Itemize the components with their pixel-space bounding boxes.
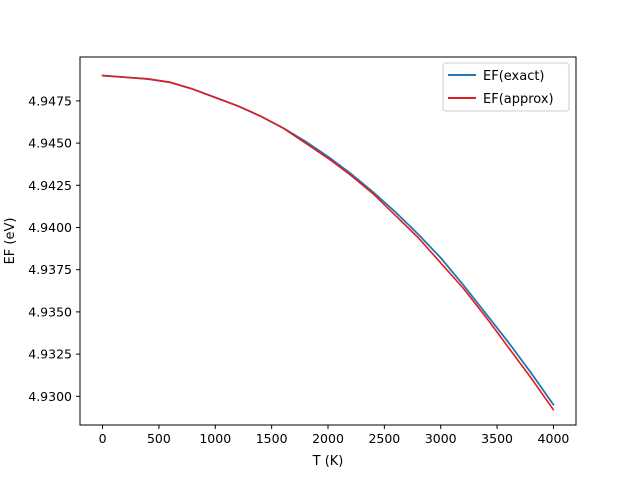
y-tick-label: 4.9425 [28,178,72,193]
y-axis-ticks: 4.9300 4.9325 4.9350 4.9375 4.9400 4.9425 4.94… [28,93,80,404]
plot-frame [79,56,577,426]
x-tick-label: 4000 [538,431,570,446]
y-tick-label: 4.9475 [28,93,72,108]
x-tick-label: 0 [99,431,107,446]
legend-label-exact: EF(exact) [483,69,545,84]
legend: EF(exact) EF(approx) [442,62,570,112]
y-tick-label: 4.9300 [28,389,72,404]
x-tick-label: 3500 [481,431,513,446]
x-axis-ticks: 0 500 1000 1500 2000 2500 3000 3500 4000 [99,425,570,446]
x-tick-label: 3000 [425,431,457,446]
y-tick-label: 4.9325 [28,347,72,362]
series-layer [101,74,555,411]
series-line-approx [101,74,555,411]
x-tick-label: 2500 [368,431,400,446]
x-axis-label: T (K) [312,454,344,469]
y-axis-label: EF (eV) [3,218,18,265]
x-tick-label: 1500 [256,431,288,446]
y-tick-label: 4.9350 [28,304,72,319]
y-tick-label: 4.9400 [28,220,72,235]
y-tick-label: 4.9450 [28,136,72,151]
x-tick-label: 1000 [199,431,231,446]
x-tick-label: 2000 [312,431,344,446]
legend-label-approx: EF(approx) [483,92,554,107]
x-tick-label: 500 [147,431,171,446]
y-tick-label: 4.9375 [28,262,72,277]
